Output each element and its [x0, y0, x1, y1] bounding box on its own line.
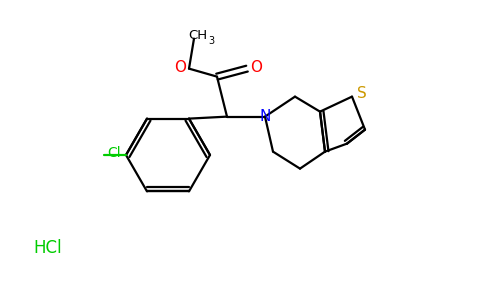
Text: O: O	[250, 60, 262, 75]
Text: 3: 3	[208, 36, 214, 46]
Text: CH: CH	[188, 29, 208, 42]
Text: N: N	[259, 109, 271, 124]
Text: S: S	[357, 86, 367, 101]
Text: Cl: Cl	[107, 146, 121, 160]
Text: HCl: HCl	[34, 239, 62, 257]
Text: O: O	[174, 60, 186, 75]
